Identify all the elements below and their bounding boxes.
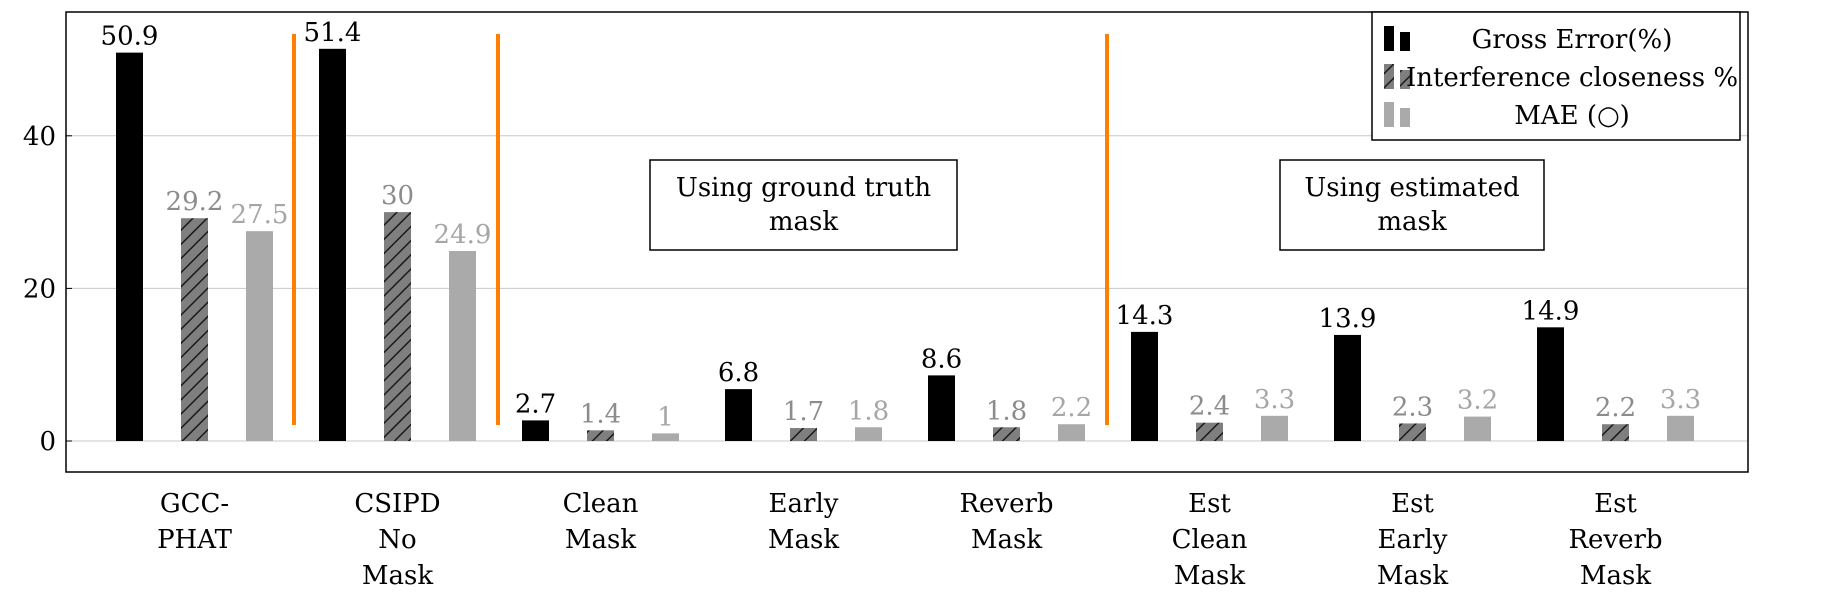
legend-label: MAE (○) [1514, 101, 1630, 131]
legend-swatch [1400, 108, 1410, 127]
annotation-box [649, 159, 958, 251]
category-label: PHAT [157, 525, 233, 555]
data-label: 51.4 [304, 18, 362, 48]
data-label: 1.8 [848, 396, 889, 426]
bar-interference-closeness [1399, 423, 1426, 441]
plot-frame [65, 11, 1749, 473]
category-label: Est [1391, 489, 1434, 519]
data-label: 8.6 [921, 344, 962, 374]
bars [116, 48, 1694, 442]
data-label: 30 [381, 181, 414, 211]
bar-gross-error [522, 420, 549, 441]
legend: Gross Error(%) Interference closeness % MA… [1371, 11, 1741, 141]
legend-swatch [1384, 102, 1394, 127]
data-label: 27.5 [231, 200, 289, 230]
bar-gross-error [725, 389, 752, 441]
data-labels: 50.9 29.2 27.5 51.4 30 24.9 2.7 1.4 1 6.8 1.7 1.8 8.… [101, 18, 1702, 433]
data-label: 2.2 [1595, 393, 1636, 423]
bar-interference-closeness [993, 427, 1020, 441]
data-label: 1.8 [986, 396, 1027, 426]
annotation-text: Using ground truth [676, 173, 931, 203]
category-label: Mask [971, 525, 1042, 555]
data-label: 2.2 [1051, 393, 1092, 423]
category-label: Early [1378, 525, 1448, 555]
data-label: 3.3 [1254, 385, 1295, 415]
bar-mae [1667, 415, 1694, 441]
legend-label: Interference closeness % [1406, 63, 1738, 93]
bar-interference-closeness [1196, 422, 1223, 441]
legend-swatch [1384, 26, 1394, 51]
data-label: 2.4 [1189, 392, 1230, 422]
category-label: Early [769, 489, 839, 519]
x-axis-categories: GCC- PHAT CSIPD No Mask Clean Mask Early Mask Rev… [157, 489, 1663, 591]
bar-gross-error [1131, 331, 1158, 441]
annotations: Using ground truth mask Using estimated mas… [649, 159, 1545, 251]
annotation-box [1279, 159, 1545, 251]
category-label: Reverb [1568, 525, 1662, 555]
category-label: Mask [565, 525, 636, 555]
data-label: 50.9 [101, 22, 159, 52]
legend-swatch [1400, 70, 1410, 89]
legend-label: Gross Error(%) [1472, 25, 1673, 55]
bar-gross-error [116, 52, 143, 442]
bar-mae [1464, 416, 1491, 441]
bar-mae [855, 427, 882, 441]
legend-swatch [1400, 32, 1410, 51]
data-label: 29.2 [166, 187, 224, 217]
data-label: 3.2 [1457, 386, 1498, 416]
data-label: 1 [657, 402, 674, 432]
data-label: 14.9 [1522, 296, 1580, 326]
bar-interference-closeness [384, 212, 411, 441]
bar-gross-error [1334, 334, 1361, 441]
data-label: 2.3 [1392, 392, 1433, 422]
bar-interference-closeness [1602, 424, 1629, 441]
legend-swatch [1384, 64, 1394, 89]
bar-interference-closeness [790, 428, 817, 441]
data-label: 1.4 [580, 399, 621, 429]
annotation-text: mask [769, 207, 838, 237]
category-label: Mask [1377, 561, 1448, 589]
category-label: No [378, 525, 416, 555]
data-label: 1.7 [783, 397, 824, 427]
y-tick-label: 0 [39, 427, 56, 457]
bar-interference-closeness [587, 430, 614, 441]
bar-mae [449, 251, 476, 441]
category-label: Mask [768, 525, 839, 555]
y-tick-label: 20 [23, 274, 56, 304]
category-label: GCC- [160, 489, 229, 519]
bar-mae [1261, 415, 1288, 441]
category-label: Clean [563, 489, 639, 519]
annotation-text: mask [1377, 207, 1446, 237]
data-label: 3.3 [1660, 385, 1701, 415]
bar-gross-error [1537, 327, 1564, 441]
data-label: 6.8 [718, 358, 759, 388]
bar-interference-closeness [181, 218, 208, 441]
category-label: Est [1594, 489, 1637, 519]
category-label: Clean [1172, 525, 1248, 555]
bar-gross-error [319, 48, 346, 442]
category-label: CSIPD [354, 489, 440, 519]
category-label: Est [1188, 489, 1231, 519]
category-label: Mask [1580, 561, 1651, 589]
bar-gross-error [928, 375, 955, 441]
bar-mae [246, 231, 273, 441]
y-axis-ticks: 0 20 40 [23, 122, 72, 457]
category-label: Mask [362, 561, 433, 589]
data-label: 14.3 [1116, 301, 1174, 331]
bar-mae [652, 433, 679, 441]
legend-box [1371, 11, 1741, 141]
group-dividers [292, 34, 1109, 425]
bar-mae [1058, 424, 1085, 441]
data-label: 13.9 [1319, 304, 1377, 334]
data-label: 24.9 [434, 220, 492, 250]
category-label: Reverb [959, 489, 1053, 519]
y-tick-label: 40 [23, 122, 56, 152]
data-label: 2.7 [515, 389, 556, 419]
annotation-text: Using estimated [1304, 173, 1519, 203]
category-label: Mask [1174, 561, 1245, 589]
